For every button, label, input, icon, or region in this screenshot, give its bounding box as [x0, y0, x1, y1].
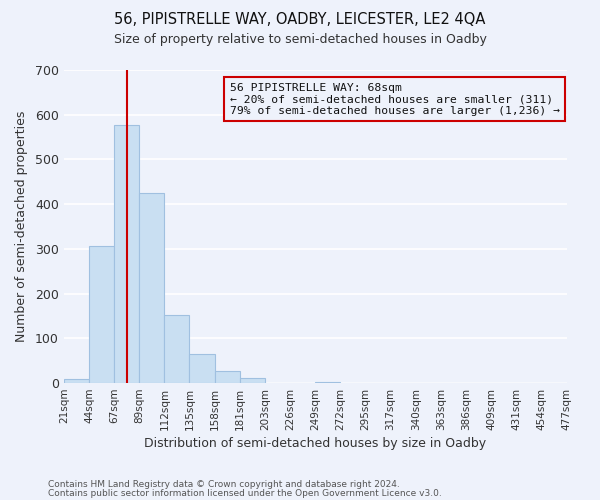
Y-axis label: Number of semi-detached properties: Number of semi-detached properties: [15, 111, 28, 342]
Bar: [190, 354, 215, 383]
Bar: [139, 193, 164, 383]
Bar: [89, 246, 114, 383]
Bar: [64, 380, 89, 383]
Text: 56 PIPISTRELLE WAY: 68sqm
← 20% of semi-detached houses are smaller (311)
79% of: 56 PIPISTRELLE WAY: 68sqm ← 20% of semi-…: [230, 82, 560, 116]
X-axis label: Distribution of semi-detached houses by size in Oadby: Distribution of semi-detached houses by …: [144, 437, 486, 450]
Text: 56, PIPISTRELLE WAY, OADBY, LEICESTER, LE2 4QA: 56, PIPISTRELLE WAY, OADBY, LEICESTER, L…: [115, 12, 485, 28]
Text: Contains HM Land Registry data © Crown copyright and database right 2024.: Contains HM Land Registry data © Crown c…: [48, 480, 400, 489]
Bar: [315, 382, 340, 383]
Bar: [215, 370, 240, 383]
Bar: [240, 378, 265, 383]
Text: Contains public sector information licensed under the Open Government Licence v3: Contains public sector information licen…: [48, 489, 442, 498]
Bar: [114, 125, 139, 383]
Text: Size of property relative to semi-detached houses in Oadby: Size of property relative to semi-detach…: [113, 32, 487, 46]
Bar: [164, 315, 190, 383]
